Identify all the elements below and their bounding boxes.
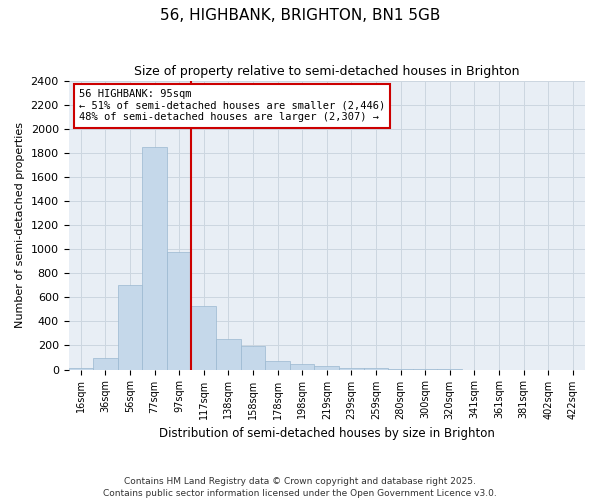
Bar: [167, 252, 191, 370]
Text: 56, HIGHBANK, BRIGHTON, BN1 5GB: 56, HIGHBANK, BRIGHTON, BN1 5GB: [160, 8, 440, 22]
Bar: [216, 339, 241, 370]
Bar: [364, 368, 388, 370]
Bar: [388, 369, 413, 370]
Bar: [241, 346, 265, 370]
Bar: [68, 368, 93, 370]
Bar: [290, 364, 314, 370]
Y-axis label: Number of semi-detached properties: Number of semi-detached properties: [15, 122, 25, 328]
Bar: [265, 360, 290, 370]
Bar: [191, 306, 216, 370]
Bar: [314, 366, 339, 370]
X-axis label: Distribution of semi-detached houses by size in Brighton: Distribution of semi-detached houses by …: [159, 427, 495, 440]
Text: Contains HM Land Registry data © Crown copyright and database right 2025.
Contai: Contains HM Land Registry data © Crown c…: [103, 476, 497, 498]
Bar: [339, 368, 364, 370]
Text: 56 HIGHBANK: 95sqm
← 51% of semi-detached houses are smaller (2,446)
48% of semi: 56 HIGHBANK: 95sqm ← 51% of semi-detache…: [79, 89, 385, 122]
Title: Size of property relative to semi-detached houses in Brighton: Size of property relative to semi-detach…: [134, 65, 520, 78]
Bar: [93, 358, 118, 370]
Bar: [142, 147, 167, 370]
Bar: [118, 286, 142, 370]
